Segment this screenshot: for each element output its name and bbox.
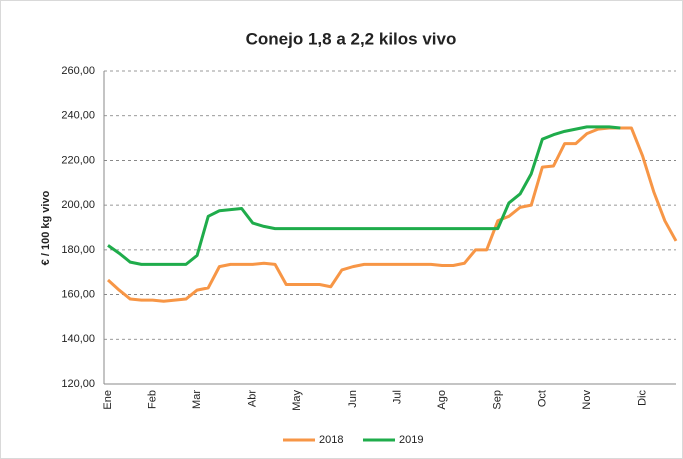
legend-label: 2019 <box>399 434 423 446</box>
x-tick-label: Oct <box>536 390 548 407</box>
series-line <box>107 125 621 266</box>
x-tick-label: Sep <box>492 390 504 410</box>
y-tick-label: 260,00 <box>61 65 95 77</box>
y-tick-label: 240,00 <box>61 110 95 122</box>
legend-label: 2018 <box>319 434 343 446</box>
x-tick-label: Dic <box>636 390 648 406</box>
x-tick-label: Mar <box>191 390 203 409</box>
series-line <box>106 126 678 303</box>
chart-title: Conejo 1,8 a 2,2 kilos vivo <box>246 29 457 48</box>
x-tick-label: Jul <box>391 390 403 404</box>
x-tick-label: Ago <box>436 390 448 410</box>
y-tick-label: 120,00 <box>61 378 95 390</box>
x-tick-label: Jun <box>347 390 359 408</box>
y-tick-label: 160,00 <box>61 288 95 300</box>
x-tick-label: May <box>291 390 303 411</box>
x-tick-label: Ene <box>102 390 114 410</box>
x-tick-label: Nov <box>581 390 593 410</box>
x-tick-label: Abr <box>247 390 259 407</box>
y-axis-label: € / 100 kg vivo <box>40 190 52 265</box>
y-tick-label: 220,00 <box>61 154 95 166</box>
y-tick-label: 180,00 <box>61 244 95 256</box>
y-tick-label: 200,00 <box>61 199 95 211</box>
y-tick-label: 140,00 <box>61 333 95 345</box>
x-tick-label: Feb <box>146 390 158 409</box>
